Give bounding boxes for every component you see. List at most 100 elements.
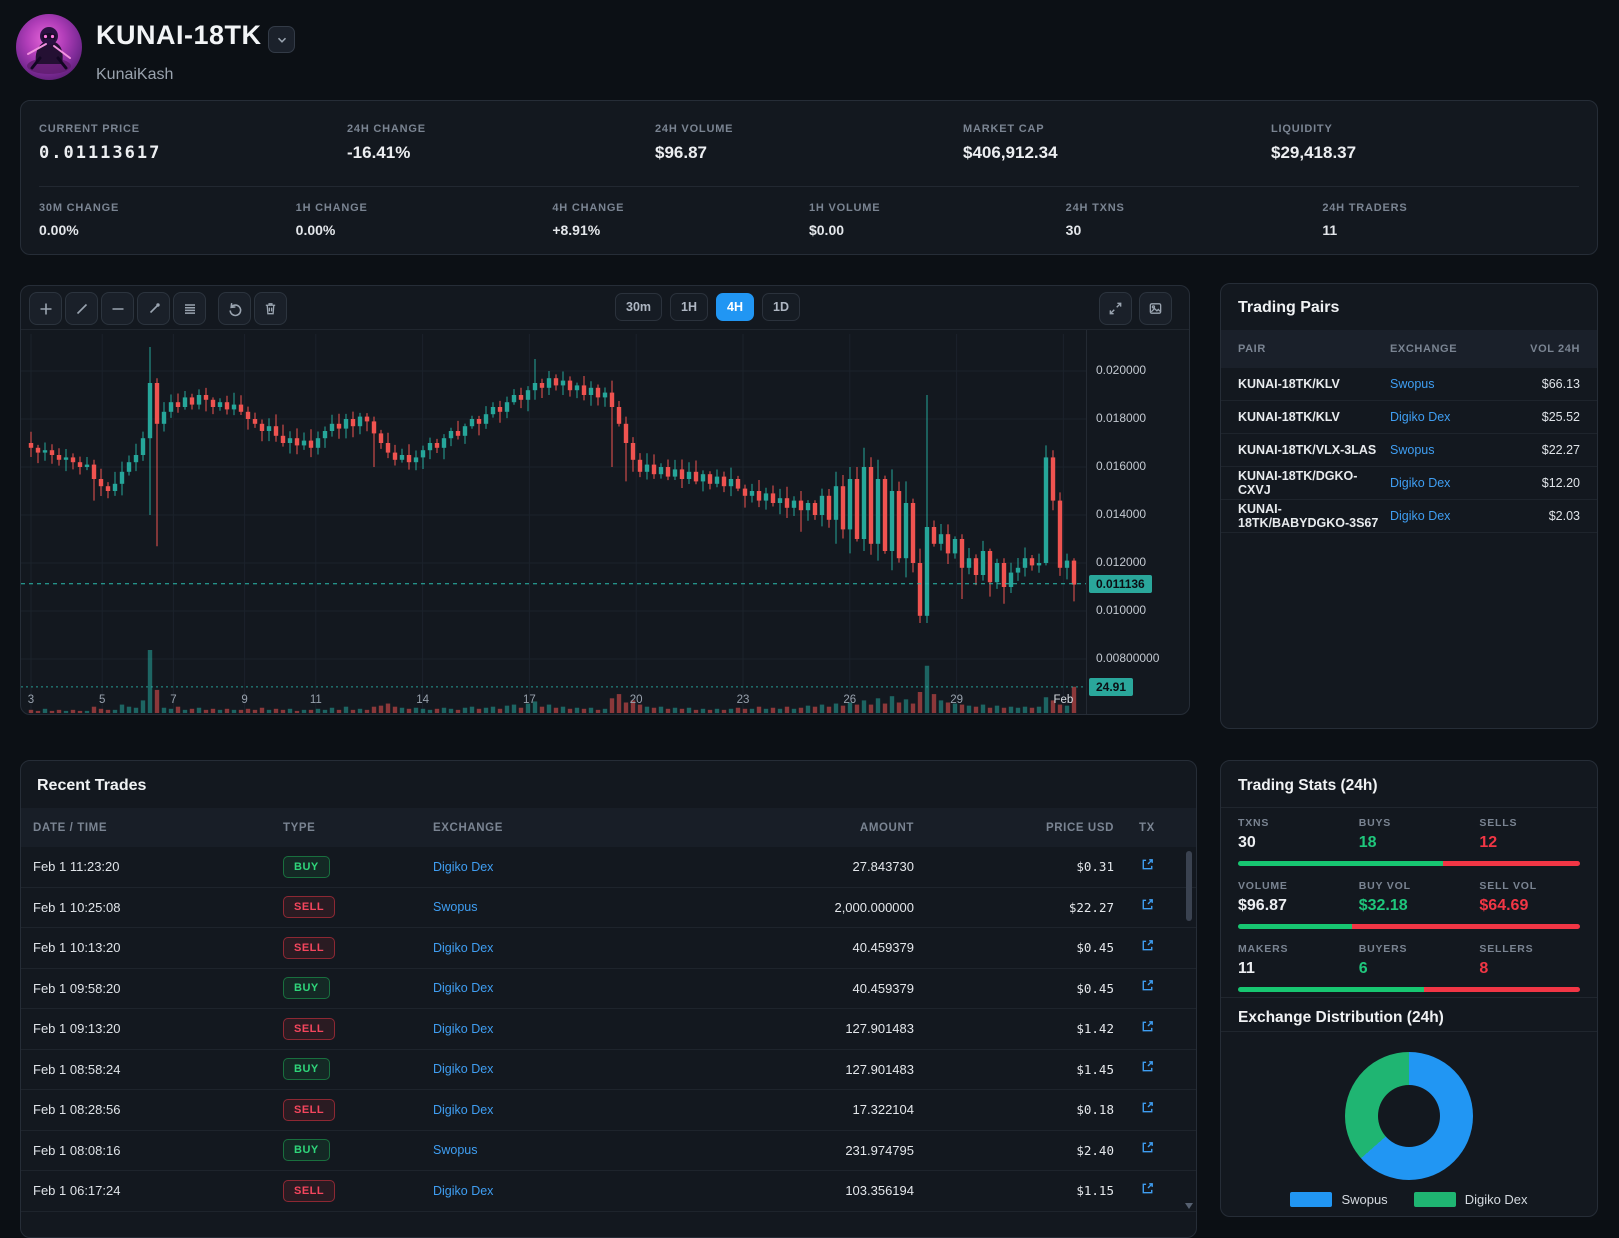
crosshair-tool-button[interactable] xyxy=(29,292,62,325)
candlestick-chart[interactable] xyxy=(21,286,1086,715)
exchange-link[interactable]: Digiko Dex xyxy=(1390,410,1451,424)
stat-label: LIQUIDITY xyxy=(1271,123,1333,135)
trade-exchange-link[interactable]: Digiko Dex xyxy=(433,1102,494,1117)
stat-value: 12 xyxy=(1479,834,1498,851)
timeframe-button-1h[interactable]: 1H xyxy=(670,293,709,321)
stat-txns: TXNS 30 xyxy=(1238,817,1359,852)
stat-label: BUYS xyxy=(1358,817,1392,829)
trade-tx-link[interactable] xyxy=(1114,1019,1180,1039)
trade-tx-link[interactable] xyxy=(1114,938,1180,958)
trade-row: Feb 1 08:58:24 BUY Digiko Dex 127.901483 $1.… xyxy=(21,1050,1196,1090)
price-axis-label: 0.012000 xyxy=(1096,555,1147,569)
stat-value: $64.69 xyxy=(1479,897,1529,914)
stat-label: MARKET CAP xyxy=(963,123,1045,135)
trading-pair-row[interactable]: KUNAI-18TK/DGKO-CXVJ Digiko Dex $12.20 xyxy=(1221,467,1597,500)
sell-badge: SELL xyxy=(283,1098,336,1121)
stat-value: 11 xyxy=(1238,960,1255,977)
crosshair-icon xyxy=(40,303,51,314)
timeframe-button-30m[interactable]: 30m xyxy=(615,293,663,321)
sell-badge: SELL xyxy=(283,896,336,919)
timeframe-button-4h[interactable]: 4H xyxy=(716,293,754,321)
donut-chart[interactable] xyxy=(1345,1052,1473,1180)
stat-value: $96.87 xyxy=(1238,897,1287,914)
trading-pair-row[interactable]: KUNAI-18TK/KLV Digiko Dex $25.52 xyxy=(1221,401,1597,434)
trade-tx-link[interactable] xyxy=(1114,1181,1180,1201)
buy-badge: BUY xyxy=(283,1139,330,1162)
price-axis[interactable]: 0.020000 0.018000 0.016000 0.014000 0.012000… xyxy=(1086,330,1189,714)
stat-label: MAKERS xyxy=(1238,943,1289,955)
last-volume-tag: 24.91 xyxy=(1089,677,1134,696)
trade-type-cell: SELL xyxy=(283,1017,433,1040)
trading-stats-row: MAKERS 11 BUYERS 6 SELLERS 8 xyxy=(1238,943,1580,978)
stat-label: SELLERS xyxy=(1479,943,1534,955)
stats-card: CURRENT PRICE 0.01113617 24H CHANGE -16.41%… xyxy=(20,100,1598,255)
stat-label: 30M CHANGE xyxy=(39,202,120,214)
trade-amount: 17.322104 xyxy=(852,1102,914,1118)
trading-pair-row[interactable]: KUNAI-18TK/KLV Swopus $66.13 xyxy=(1221,368,1597,401)
stat-sells: SELLS 12 xyxy=(1479,817,1580,852)
token-dropdown-button[interactable] xyxy=(268,26,295,53)
stat-buys: BUYS 18 xyxy=(1359,817,1480,852)
clear-drawings-button[interactable] xyxy=(254,292,287,325)
chart-toolbar: 30m 1H 4H 1D xyxy=(21,286,1189,330)
trades-scrollbar[interactable] xyxy=(1185,849,1193,1231)
primary-stat-current-price: CURRENT PRICE 0.01113617 xyxy=(39,123,347,163)
buy-badge: BUY xyxy=(283,855,330,878)
timeframe-button-1d[interactable]: 1D xyxy=(762,293,800,321)
trade-exchange-link[interactable]: Swopus xyxy=(433,900,478,915)
exchange-distribution-chart: Swopus Digiko Dex xyxy=(1221,1043,1597,1216)
snapshot-button[interactable] xyxy=(1139,292,1172,325)
trade-amount: 127.901483 xyxy=(845,1021,914,1037)
stat-label: BUYERS xyxy=(1358,943,1408,955)
trade-exchange-link[interactable]: Digiko Dex xyxy=(433,1183,494,1198)
ratio-red xyxy=(1443,861,1580,866)
stat-buy-vol: BUY VOL $32.18 xyxy=(1359,880,1480,915)
trend-line-tool-button[interactable] xyxy=(65,292,98,325)
trade-amount: 40.459379 xyxy=(852,940,914,956)
trade-exchange-link[interactable]: Digiko Dex xyxy=(433,1062,494,1077)
trades-scrollbar-thumb[interactable] xyxy=(1186,851,1192,921)
indicators-list-button[interactable] xyxy=(173,292,206,325)
trade-row: Feb 1 09:58:20 BUY Digiko Dex 40.459379 $0.4… xyxy=(21,969,1196,1009)
buy-sell-ratio-bar xyxy=(1238,861,1580,866)
horizontal-line-icon xyxy=(112,307,123,310)
trade-tx-link[interactable] xyxy=(1114,1140,1180,1160)
trade-row: Feb 1 10:13:20 SELL Digiko Dex 40.459379 $0.… xyxy=(21,928,1196,969)
secondary-stat-30m-change: 30M CHANGE 0.00% xyxy=(39,202,296,238)
trade-tx-link[interactable] xyxy=(1114,1059,1180,1079)
secondary-stat-24h-traders: 24H TRADERS 11 xyxy=(1322,202,1579,238)
trade-exchange-link[interactable]: Swopus xyxy=(433,1143,478,1158)
horizontal-line-tool-button[interactable] xyxy=(101,292,134,325)
scroll-down-arrow-icon[interactable] xyxy=(1185,1203,1193,1209)
exchange-link[interactable]: Digiko Dex xyxy=(1390,509,1451,523)
trade-tx-link[interactable] xyxy=(1114,897,1180,917)
primary-stat-24h-change: 24H CHANGE -16.41% xyxy=(347,123,655,163)
trade-exchange-link[interactable]: Digiko Dex xyxy=(433,981,494,996)
stat-label: 24H VOLUME xyxy=(655,123,734,135)
exchange-link[interactable]: Swopus xyxy=(1390,443,1435,457)
time-axis-label: 26 xyxy=(843,694,857,706)
pairs-col-exchange: EXCHANGE xyxy=(1390,343,1458,355)
undo-button[interactable] xyxy=(218,292,251,325)
stat-value: 0.00% xyxy=(39,222,79,238)
trading-stats-grid: TXNS 30 BUYS 18 SELLS 12 VOLUME $96.87 BUY VOL $3… xyxy=(1238,817,1580,1006)
secondary-stat-1h-change: 1H CHANGE 0.00% xyxy=(296,202,553,238)
trading-pair-row[interactable]: KUNAI-18TK/BABYDGKO-3S67 Digiko Dex $2.03 xyxy=(1221,500,1597,533)
trade-tx-link[interactable] xyxy=(1114,857,1180,877)
ray-tool-button[interactable] xyxy=(137,292,170,325)
trade-exchange-link[interactable]: Digiko Dex xyxy=(433,940,494,955)
trading-pair-row[interactable]: KUNAI-18TK/VLX-3LAS Swopus $22.27 xyxy=(1221,434,1597,467)
legend-item-swopus: Swopus xyxy=(1290,1192,1388,1207)
undo-icon xyxy=(228,302,241,316)
exchange-link[interactable]: Swopus xyxy=(1390,377,1435,391)
external-link-icon xyxy=(1142,858,1153,870)
fullscreen-button[interactable] xyxy=(1099,292,1132,325)
trade-tx-link[interactable] xyxy=(1114,1100,1180,1120)
trade-exchange-link[interactable]: Digiko Dex xyxy=(433,1021,494,1036)
recent-trades-rows: Feb 1 11:23:20 BUY Digiko Dex 27.843730 $0.3… xyxy=(21,847,1196,1212)
trade-tx-link[interactable] xyxy=(1114,978,1180,998)
trade-exchange-link[interactable]: Digiko Dex xyxy=(433,859,494,874)
trading-stats-title: Trading Stats (24h) xyxy=(1238,777,1378,794)
exchange-link[interactable]: Digiko Dex xyxy=(1390,476,1451,490)
